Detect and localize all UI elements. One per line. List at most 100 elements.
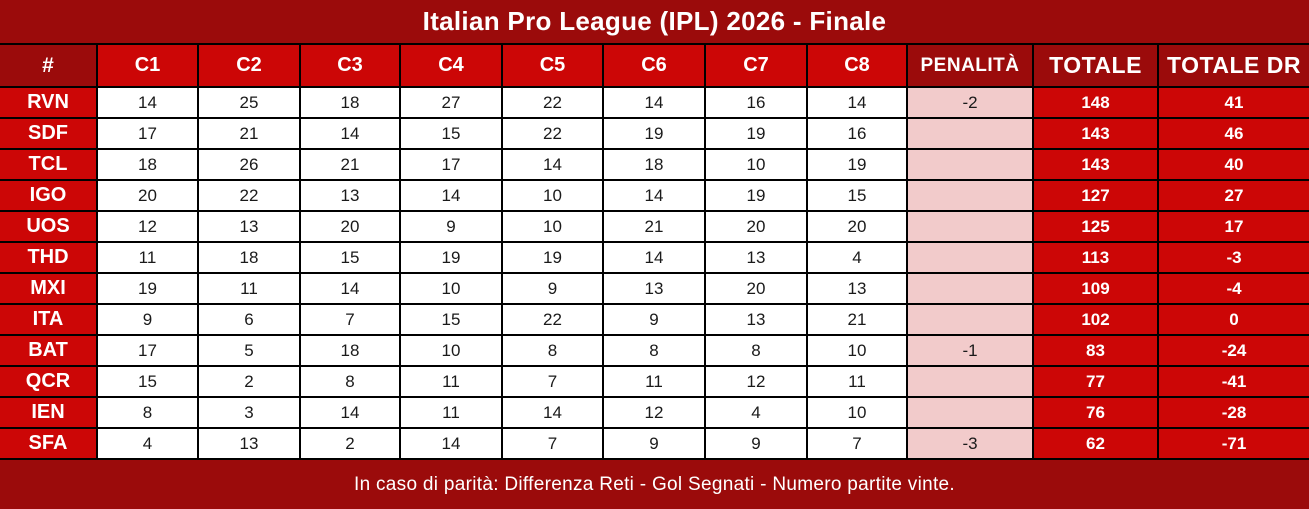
score-cell: 10 (501, 210, 604, 243)
score-cell: 18 (299, 86, 401, 119)
column-header-c5: C5 (501, 43, 604, 88)
team-cell: SDF (0, 117, 98, 150)
score-cell: 15 (399, 117, 503, 150)
score-cell: 19 (704, 117, 808, 150)
score-cell: 10 (806, 396, 908, 429)
score-cell: 20 (704, 210, 808, 243)
score-cell: 12 (602, 396, 706, 429)
total-dr-cell: -3 (1157, 241, 1309, 274)
team-cell: IGO (0, 179, 98, 212)
score-cell: 14 (96, 86, 199, 119)
score-cell: 14 (602, 179, 706, 212)
score-cell: 19 (704, 179, 808, 212)
column-header-penalty: PENALITÀ (906, 43, 1034, 88)
total-dr-cell: -28 (1157, 396, 1309, 429)
score-cell: 17 (96, 117, 199, 150)
score-cell: 10 (399, 334, 503, 367)
team-cell: QCR (0, 365, 98, 398)
score-cell: 9 (96, 303, 199, 336)
table-row: IGO 20 22 13 14 10 14 19 15 127 27 (0, 179, 1309, 212)
score-cell: 16 (806, 117, 908, 150)
header-row: # C1 C2 C3 C4 C5 C6 C7 C8 PENALITÀ TOTAL… (0, 43, 1309, 88)
table-row: TCL 18 26 21 17 14 18 10 19 143 40 (0, 148, 1309, 181)
score-cell: 20 (704, 272, 808, 305)
score-cell: 15 (299, 241, 401, 274)
total-cell: 125 (1032, 210, 1159, 243)
total-cell: 113 (1032, 241, 1159, 274)
total-cell: 76 (1032, 396, 1159, 429)
total-cell: 77 (1032, 365, 1159, 398)
tiebreak-note: In caso di parità: Differenza Reti - Gol… (353, 473, 955, 495)
score-cell: 14 (399, 427, 503, 460)
table-header: # C1 C2 C3 C4 C5 C6 C7 C8 PENALITÀ TOTAL… (0, 43, 1309, 88)
total-dr-cell: 0 (1157, 303, 1309, 336)
total-cell: 127 (1032, 179, 1159, 212)
penalty-cell: -2 (906, 86, 1034, 119)
column-header-rank: # (0, 43, 98, 88)
score-cell: 14 (501, 396, 604, 429)
score-cell: 8 (704, 334, 808, 367)
score-cell: 16 (704, 86, 808, 119)
score-cell: 8 (299, 365, 401, 398)
score-cell: 2 (299, 427, 401, 460)
team-cell: THD (0, 241, 98, 274)
score-cell: 11 (806, 365, 908, 398)
penalty-cell (906, 396, 1034, 429)
score-cell: 11 (399, 396, 503, 429)
total-dr-cell: 17 (1157, 210, 1309, 243)
score-cell: 11 (399, 365, 503, 398)
penalty-cell (906, 117, 1034, 150)
score-cell: 9 (602, 427, 706, 460)
score-cell: 13 (602, 272, 706, 305)
score-cell: 4 (96, 427, 199, 460)
score-cell: 12 (96, 210, 199, 243)
table-row: BAT 17 5 18 10 8 8 8 10 -1 83 -24 (0, 334, 1309, 367)
score-cell: 20 (299, 210, 401, 243)
total-cell: 62 (1032, 427, 1159, 460)
team-cell: UOS (0, 210, 98, 243)
column-header-c1: C1 (96, 43, 199, 88)
score-cell: 27 (399, 86, 503, 119)
score-cell: 20 (96, 179, 199, 212)
score-cell: 25 (197, 86, 301, 119)
score-cell: 13 (197, 210, 301, 243)
score-cell: 21 (806, 303, 908, 336)
score-cell: 7 (501, 365, 604, 398)
score-cell: 22 (197, 179, 301, 212)
score-cell: 5 (197, 334, 301, 367)
score-cell: 7 (299, 303, 401, 336)
penalty-cell (906, 365, 1034, 398)
penalty-cell (906, 241, 1034, 274)
score-cell: 17 (399, 148, 503, 181)
score-cell: 18 (299, 334, 401, 367)
team-cell: RVN (0, 86, 98, 119)
column-header-c7: C7 (704, 43, 808, 88)
total-dr-cell: 41 (1157, 86, 1309, 119)
total-cell: 148 (1032, 86, 1159, 119)
column-header-c8: C8 (806, 43, 908, 88)
column-header-c3: C3 (299, 43, 401, 88)
score-cell: 19 (602, 117, 706, 150)
column-header-c2: C2 (197, 43, 301, 88)
score-cell: 14 (602, 241, 706, 274)
table-row: IEN 8 3 14 11 14 12 4 10 76 -28 (0, 396, 1309, 429)
score-cell: 11 (197, 272, 301, 305)
table-row: RVN 14 25 18 27 22 14 16 14 -2 148 41 (0, 86, 1309, 119)
score-cell: 13 (704, 241, 808, 274)
penalty-cell: -3 (906, 427, 1034, 460)
score-cell: 19 (96, 272, 199, 305)
score-cell: 19 (806, 148, 908, 181)
table-row: SFA 4 13 2 14 7 9 9 7 -3 62 -71 (0, 427, 1309, 460)
score-cell: 9 (602, 303, 706, 336)
column-header-total: TOTALE (1032, 43, 1159, 88)
total-dr-cell: 46 (1157, 117, 1309, 150)
score-cell: 14 (299, 117, 401, 150)
total-cell: 143 (1032, 117, 1159, 150)
table-row: UOS 12 13 20 9 10 21 20 20 125 17 (0, 210, 1309, 243)
score-cell: 21 (299, 148, 401, 181)
score-cell: 11 (96, 241, 199, 274)
score-cell: 14 (806, 86, 908, 119)
score-cell: 19 (501, 241, 604, 274)
total-cell: 109 (1032, 272, 1159, 305)
penalty-cell (906, 179, 1034, 212)
